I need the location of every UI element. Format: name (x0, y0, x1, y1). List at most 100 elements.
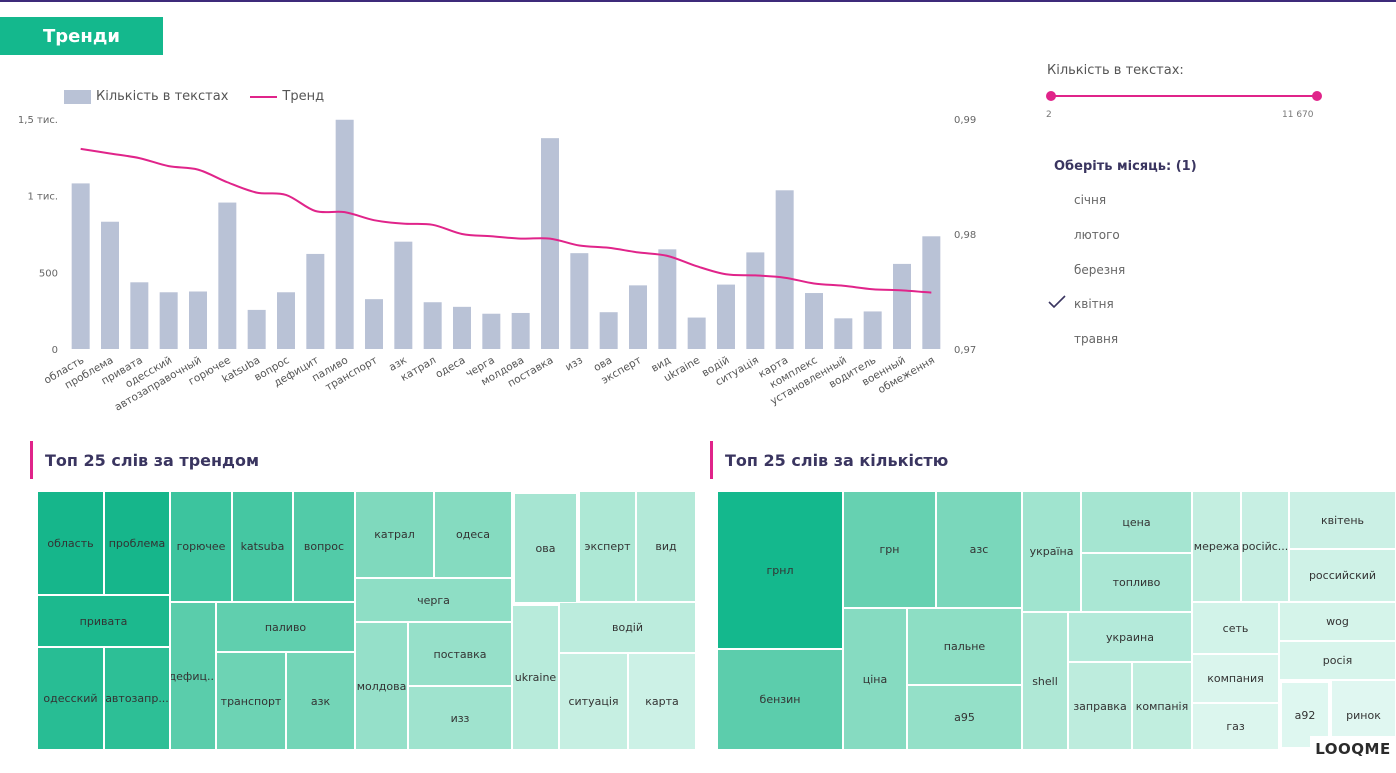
treemap-cell[interactable]: wog (1279, 602, 1396, 641)
treemap-cell[interactable]: горючее (170, 491, 232, 602)
treemap-cell[interactable]: ukraine (512, 605, 559, 750)
month-option-may[interactable]: травня (1074, 332, 1119, 346)
chart-bar (687, 317, 706, 349)
treemap-cell[interactable]: компания (1192, 654, 1279, 703)
y-left-tick-label: 0 (52, 345, 58, 356)
chart-bar (805, 293, 823, 349)
treemap-cell[interactable]: автозапр... (104, 647, 170, 750)
treemap-cell[interactable]: украина (1068, 612, 1192, 662)
treemap-cell[interactable]: дефиц... (170, 602, 216, 750)
top-divider (0, 0, 1396, 2)
treemap-cell[interactable]: проблема (104, 491, 170, 595)
treemap-cell[interactable]: пальне (907, 608, 1022, 685)
treemap-cell[interactable]: цена (1081, 491, 1192, 553)
treemap-cell[interactable]: одесский (37, 647, 104, 750)
treemap-cell[interactable]: эксперт (579, 491, 636, 602)
y-left-tick-label: 500 (39, 268, 58, 279)
treemap-cell[interactable]: одеса (434, 491, 512, 578)
treemap-cell[interactable]: сеть (1192, 602, 1279, 654)
treemap-cell[interactable]: росія (1279, 641, 1396, 680)
treemap-cell[interactable]: бензин (717, 649, 843, 750)
chart-legend: Кількість в текстах Тренд (64, 89, 324, 104)
chart-bar (893, 263, 911, 349)
legend-line-label: Тренд (282, 89, 325, 104)
legend-bar-swatch (64, 89, 91, 104)
looqme-logo: LOOQME (1310, 736, 1396, 762)
y-left-tick-label: 1,5 тис. (18, 115, 58, 126)
treemap-cell[interactable]: топливо (1081, 553, 1192, 612)
y-right-tick-label: 0,99 (954, 115, 976, 126)
treemap-cell[interactable]: молдова (355, 622, 408, 750)
treemap-cell[interactable]: газ (1192, 703, 1279, 750)
chart-bar (482, 313, 501, 349)
chart-bar (599, 312, 618, 349)
chart-bar (863, 311, 882, 349)
chart-bar (71, 183, 90, 349)
chart-bar (629, 285, 647, 349)
slider-min-handle[interactable] (1046, 91, 1056, 101)
legend-bar-label: Кількість в текстах (96, 89, 229, 104)
logo-text: LOOQME (1315, 740, 1391, 758)
chart-bar (335, 119, 354, 350)
chart-bar (218, 202, 237, 349)
chart-bar (306, 253, 325, 349)
treemap-cell[interactable]: грнл (717, 491, 843, 649)
chart-bar (453, 306, 471, 349)
treemap-cell[interactable]: квітень (1289, 491, 1396, 549)
chart-bar (834, 318, 853, 349)
treemap-cell[interactable]: компанія (1132, 662, 1192, 750)
treemap-cell[interactable]: ціна (843, 608, 907, 750)
slider-max-handle[interactable] (1312, 91, 1322, 101)
chart-bar (277, 292, 295, 349)
month-filter-title: Оберіть місяць: (1) (1054, 159, 1197, 174)
y-right-tick-label: 0,97 (954, 345, 976, 356)
treemap-cell[interactable]: российский (1289, 549, 1396, 602)
count-range-slider[interactable] (1051, 95, 1317, 97)
checkmark-icon (1048, 295, 1066, 309)
treemap-cell[interactable]: україна (1022, 491, 1081, 612)
treemap-cell[interactable]: shell (1022, 612, 1068, 750)
month-option-mar[interactable]: березня (1074, 263, 1126, 277)
treemap-cell[interactable]: карта (628, 653, 696, 750)
chart-bar (511, 312, 530, 349)
treemap-cell[interactable]: заправка (1068, 662, 1132, 750)
chart-bar (423, 302, 442, 349)
y-left-tick-label: 1 тис. (27, 192, 58, 203)
treemap-cell[interactable]: водій (559, 602, 696, 653)
month-option-feb[interactable]: лютого (1074, 228, 1120, 242)
chart-bar (717, 284, 735, 349)
treemap-cell[interactable]: черга (355, 578, 512, 622)
treemap-cell[interactable]: область (37, 491, 104, 595)
treemap-cell[interactable]: katsuba (232, 491, 293, 602)
chart-bar (130, 282, 149, 349)
chart-bar (247, 309, 266, 349)
slider-label: Кількість в текстах: (1047, 63, 1184, 78)
treemap-cell[interactable]: вопрос (293, 491, 355, 602)
chart-bar (365, 299, 383, 349)
treemap-cell[interactable]: транспорт (216, 652, 286, 750)
treemap-cell[interactable]: а95 (907, 685, 1022, 750)
chart-bar (159, 292, 178, 349)
treemap-cell[interactable]: грн (843, 491, 936, 608)
treemap-cell[interactable]: російс... (1241, 491, 1289, 602)
x-category-label: изз (563, 354, 585, 373)
x-category-label: одеса (433, 354, 467, 381)
treemap-cell[interactable]: катрал (355, 491, 434, 578)
treemap-cell[interactable]: азс (936, 491, 1022, 608)
treemap-cell[interactable]: ситуація (559, 653, 628, 750)
treemap-cell[interactable]: изз (408, 686, 512, 750)
treemap-cell[interactable]: мережа (1192, 491, 1241, 602)
treemap-cell[interactable]: вид (636, 491, 696, 602)
month-option-apr[interactable]: квітня (1074, 297, 1114, 311)
treemap-cell-highlighted[interactable]: ова (512, 491, 579, 605)
chart-bar (570, 253, 589, 349)
chart-bar (541, 138, 559, 349)
chart-bar (394, 241, 413, 349)
treemap-cell[interactable]: паливо (216, 602, 355, 652)
month-option-jan[interactable]: січня (1074, 193, 1107, 207)
slider-max-value: 11 670 (1282, 110, 1314, 120)
treemap-cell[interactable]: азк (286, 652, 355, 750)
treemap-cell[interactable]: поставка (408, 622, 512, 686)
treemap-cell[interactable]: привата (37, 595, 170, 647)
